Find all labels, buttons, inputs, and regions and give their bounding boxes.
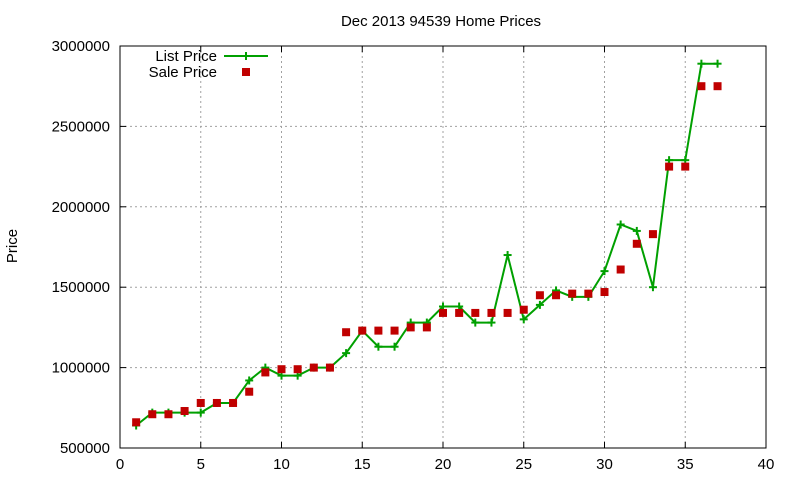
sale-price-point	[665, 162, 674, 171]
list-price-point	[600, 267, 609, 276]
list-price-point	[616, 220, 625, 229]
list-price-point	[519, 315, 528, 324]
list-price-point	[697, 59, 706, 68]
y-tick-label: 3000000	[52, 38, 110, 55]
legend-label-sale-price: Sale Price	[149, 64, 217, 81]
x-tick-label: 15	[354, 456, 371, 473]
x-tick-label: 5	[197, 456, 205, 473]
sale-price-point	[584, 289, 593, 298]
sale-price-point	[309, 363, 318, 372]
sale-price-point	[487, 308, 496, 317]
x-tick-label: 20	[435, 456, 452, 473]
sale-price-point	[471, 308, 480, 317]
sale-price-point	[697, 82, 706, 91]
x-tick-label: 0	[116, 456, 124, 473]
y-tick-label: 1500000	[52, 279, 110, 296]
y-tick-label: 500000	[60, 440, 110, 457]
legend-label-list-price: List Price	[155, 48, 217, 65]
sale-price-point	[293, 365, 302, 374]
list-price-point	[374, 342, 383, 351]
sale-price-point	[422, 323, 431, 332]
x-tick-label: 10	[273, 456, 290, 473]
x-tick-label: 25	[515, 456, 532, 473]
list-price-point	[503, 251, 512, 260]
series-layer	[132, 59, 722, 430]
list-price-point	[196, 408, 205, 417]
list-price-point	[390, 342, 399, 351]
axes: 0 5 10 15 20 25 30 35 40 500000 1000000 1500000 2000…	[52, 38, 775, 473]
sale-price-point	[519, 305, 528, 314]
sale-price-point	[148, 410, 157, 419]
list-price-point	[245, 376, 254, 385]
sale-price-point	[600, 288, 609, 297]
sale-price-point	[552, 291, 561, 300]
grid	[120, 46, 766, 448]
list-price-point	[487, 318, 496, 327]
sale-price-point	[261, 368, 270, 377]
sale-price-point	[390, 326, 399, 335]
sale-price-point	[180, 407, 189, 416]
sale-price-point	[374, 326, 383, 335]
list-price-point	[713, 59, 722, 68]
x-tick-label: 40	[758, 456, 775, 473]
sale-price-point	[616, 265, 625, 274]
list-price-point	[648, 283, 657, 292]
sale-price-point	[713, 82, 722, 91]
x-tick-label: 35	[677, 456, 694, 473]
sale-price-point	[535, 291, 544, 300]
y-tick-label: 1000000	[52, 360, 110, 377]
sale-price-point	[342, 328, 351, 337]
y-tick-label: 2000000	[52, 199, 110, 216]
chart-title: Dec 2013 94539 Home Prices	[341, 13, 541, 30]
x-tick-label: 30	[596, 456, 613, 473]
sale-price-point	[503, 308, 512, 317]
sale-price-point	[132, 418, 141, 427]
sale-price-point	[212, 398, 221, 407]
sale-price-point	[632, 239, 641, 248]
list-price-point	[535, 300, 544, 309]
sale-price-point	[164, 410, 173, 419]
sale-price-point	[439, 308, 447, 317]
sale-price-point	[229, 398, 238, 407]
y-axis-label: Price	[4, 229, 21, 263]
list-price-point	[342, 349, 351, 358]
sale-price-point	[325, 363, 334, 372]
sale-price-point	[245, 387, 254, 396]
list-price-point	[632, 226, 641, 235]
sale-price-point	[455, 308, 464, 317]
sale-price-point	[406, 323, 415, 332]
sale-price-point	[681, 162, 690, 171]
sale-price-point	[196, 398, 205, 407]
list-price-line	[135, 62, 718, 427]
sale-price-point	[358, 326, 367, 335]
sale-price-point	[568, 289, 577, 298]
y-tick-label: 2500000	[52, 118, 110, 135]
sale-price-point	[648, 230, 657, 239]
list-price-point	[471, 318, 480, 327]
legend-marker-sale-price	[242, 68, 250, 76]
sale-price-point	[277, 365, 286, 374]
